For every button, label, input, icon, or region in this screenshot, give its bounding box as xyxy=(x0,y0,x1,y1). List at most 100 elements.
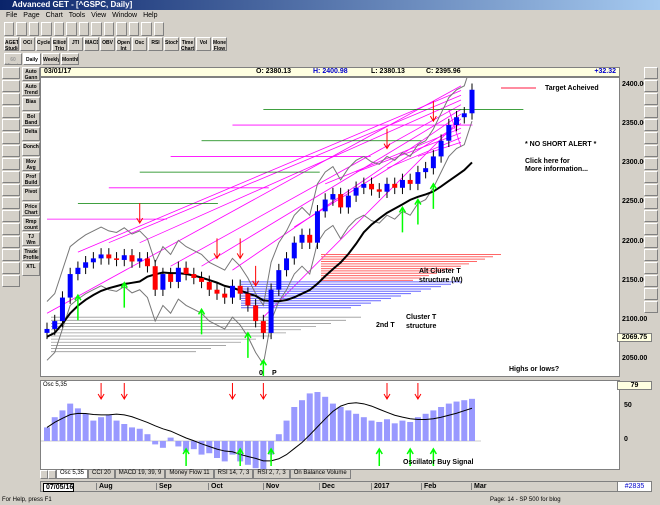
study-button-0[interactable]: AGET Studio xyxy=(4,37,19,51)
study-button-11[interactable]: Time Chart xyxy=(180,37,195,51)
study-button-5[interactable]: MACD xyxy=(84,37,99,51)
tool-price-chart[interactable]: Price Chart xyxy=(22,202,40,216)
tab-scroll-right[interactable] xyxy=(48,470,56,479)
menu-file[interactable]: File xyxy=(6,12,18,19)
fib-icon[interactable] xyxy=(2,119,20,131)
tool-trade-profile[interactable]: Trade Profile xyxy=(22,247,40,261)
fib-ext-icon[interactable] xyxy=(644,106,658,118)
prev-icon[interactable] xyxy=(66,22,77,36)
tool-bias[interactable]: Bias xyxy=(22,97,40,111)
menu-view[interactable]: View xyxy=(91,12,107,19)
tab-scroll-left[interactable] xyxy=(40,470,48,479)
more-info-link-2[interactable]: More information... xyxy=(525,166,588,173)
tab-6[interactable]: On Balance Volume xyxy=(289,470,351,479)
tool-delta[interactable]: Delta xyxy=(22,127,40,141)
refresh-icon[interactable] xyxy=(91,22,102,36)
tool-rmp-count[interactable]: Rmp count xyxy=(22,217,40,231)
tab-1[interactable]: CCI 20 xyxy=(88,470,115,479)
study-button-13[interactable]: Money Flow xyxy=(212,37,227,51)
box-icon[interactable] xyxy=(644,171,658,183)
arrow-down-icon[interactable] xyxy=(2,145,20,157)
tip-icon[interactable] xyxy=(141,22,152,36)
box-icon[interactable] xyxy=(2,223,20,235)
tab-2[interactable]: MACD 19, 39, 9 xyxy=(114,470,166,479)
toolbox-icon[interactable] xyxy=(2,67,20,79)
circle-icon[interactable] xyxy=(644,197,658,209)
crosshair-icon[interactable] xyxy=(2,275,20,287)
help-icon[interactable] xyxy=(153,22,165,36)
study-button-10[interactable]: Stoch xyxy=(164,37,179,51)
close-icon[interactable] xyxy=(103,22,115,36)
arrow-up-icon[interactable] xyxy=(2,132,20,144)
study-button-3[interactable]: Elliott Trig xyxy=(52,37,67,51)
menu-help[interactable]: Help xyxy=(143,12,158,19)
tool-pivot[interactable]: Pivot xyxy=(22,187,40,201)
quote-icon[interactable] xyxy=(16,22,27,36)
grid-icon[interactable] xyxy=(644,275,658,287)
channel-icon[interactable] xyxy=(644,158,658,170)
tab-3[interactable]: Money Flow 11 xyxy=(165,470,214,479)
tool-auto-trend[interactable]: Auto Trend xyxy=(22,82,40,96)
range-icon[interactable] xyxy=(2,197,20,209)
tab-4[interactable]: RSI 14, 7, 3 xyxy=(213,470,254,479)
undo-icon[interactable] xyxy=(644,301,658,313)
zoom-icon[interactable] xyxy=(644,210,658,222)
tool-tj-wm[interactable]: TJ Wm xyxy=(22,232,40,246)
tile-icon[interactable] xyxy=(116,22,127,36)
tool-xtl[interactable]: XTL xyxy=(22,262,40,276)
study-button-1[interactable]: OCI xyxy=(20,37,35,51)
timeframe-monthly[interactable]: Monthly xyxy=(61,53,79,65)
study-button-6[interactable]: OBV xyxy=(100,37,115,51)
menu-page[interactable]: Page xyxy=(23,12,40,19)
zoom-in-icon[interactable] xyxy=(644,249,658,261)
menu-tools[interactable]: Tools xyxy=(68,12,86,19)
save-icon[interactable] xyxy=(53,22,65,36)
wave-icon[interactable] xyxy=(2,80,20,92)
oscillator-panel[interactable]: Osc 5,35 Oscillator Buy Signal xyxy=(40,380,620,472)
ribbon-icon[interactable] xyxy=(2,106,20,118)
magnet-icon[interactable] xyxy=(644,236,658,248)
timeframe-daily[interactable]: Daily xyxy=(23,53,41,65)
square-icon[interactable] xyxy=(644,223,658,235)
line2-icon[interactable] xyxy=(2,249,20,261)
study-button-7[interactable]: Open Int xyxy=(116,37,131,51)
tool-donch[interactable]: Donch xyxy=(22,142,40,156)
tool-prof-build[interactable]: Prof Build xyxy=(22,172,40,186)
pti-icon[interactable] xyxy=(644,184,658,196)
next-icon[interactable] xyxy=(78,22,90,36)
hand-icon[interactable] xyxy=(644,262,658,274)
fib-time-icon[interactable] xyxy=(644,132,658,144)
number-icon[interactable] xyxy=(2,184,20,196)
fib-tpc-icon[interactable] xyxy=(644,119,658,131)
new-icon[interactable] xyxy=(41,22,52,36)
pencil-icon[interactable] xyxy=(644,80,658,92)
tool-bol-band[interactable]: Bol Band xyxy=(22,112,40,126)
close-icon[interactable] xyxy=(644,67,658,79)
price-chart[interactable]: Target Acheived * NO SHORT ALERT * Click… xyxy=(40,62,620,386)
study-button-2[interactable]: Cycles xyxy=(36,37,51,51)
timeframe-weekly[interactable]: Weekly xyxy=(42,53,60,65)
study-button-12[interactable]: Vol xyxy=(196,37,211,51)
arrow-left-icon[interactable] xyxy=(2,158,20,170)
fib-ret-icon[interactable] xyxy=(644,93,658,105)
line-icon[interactable] xyxy=(2,236,20,248)
print-icon[interactable] xyxy=(128,22,140,36)
menu-window[interactable]: Window xyxy=(112,12,138,19)
tiles-icon[interactable] xyxy=(644,288,658,300)
study-button-8[interactable]: Osc xyxy=(132,37,147,51)
more-info-link[interactable]: Click here for xyxy=(525,158,570,165)
trendline-icon[interactable] xyxy=(2,262,20,274)
tab-0[interactable]: Osc 5,35 xyxy=(56,470,89,479)
tab-5[interactable]: RSI 2, 7, 3 xyxy=(253,470,290,479)
arrow-right-icon[interactable] xyxy=(2,171,20,183)
study-button-9[interactable]: RSI xyxy=(148,37,163,51)
pointer-icon[interactable] xyxy=(4,22,15,36)
auto-wave-icon[interactable] xyxy=(2,93,20,105)
align-icon[interactable] xyxy=(2,210,20,222)
tool-auto-gann[interactable]: Auto Gann xyxy=(22,67,40,81)
timeframe-60-minute[interactable]: 60 Minute xyxy=(4,53,22,65)
tool-mov-avg[interactable]: Mov Avg xyxy=(22,157,40,171)
gann-icon[interactable] xyxy=(644,145,658,157)
search-icon[interactable] xyxy=(28,22,40,36)
menu-chart[interactable]: Chart xyxy=(45,12,63,19)
